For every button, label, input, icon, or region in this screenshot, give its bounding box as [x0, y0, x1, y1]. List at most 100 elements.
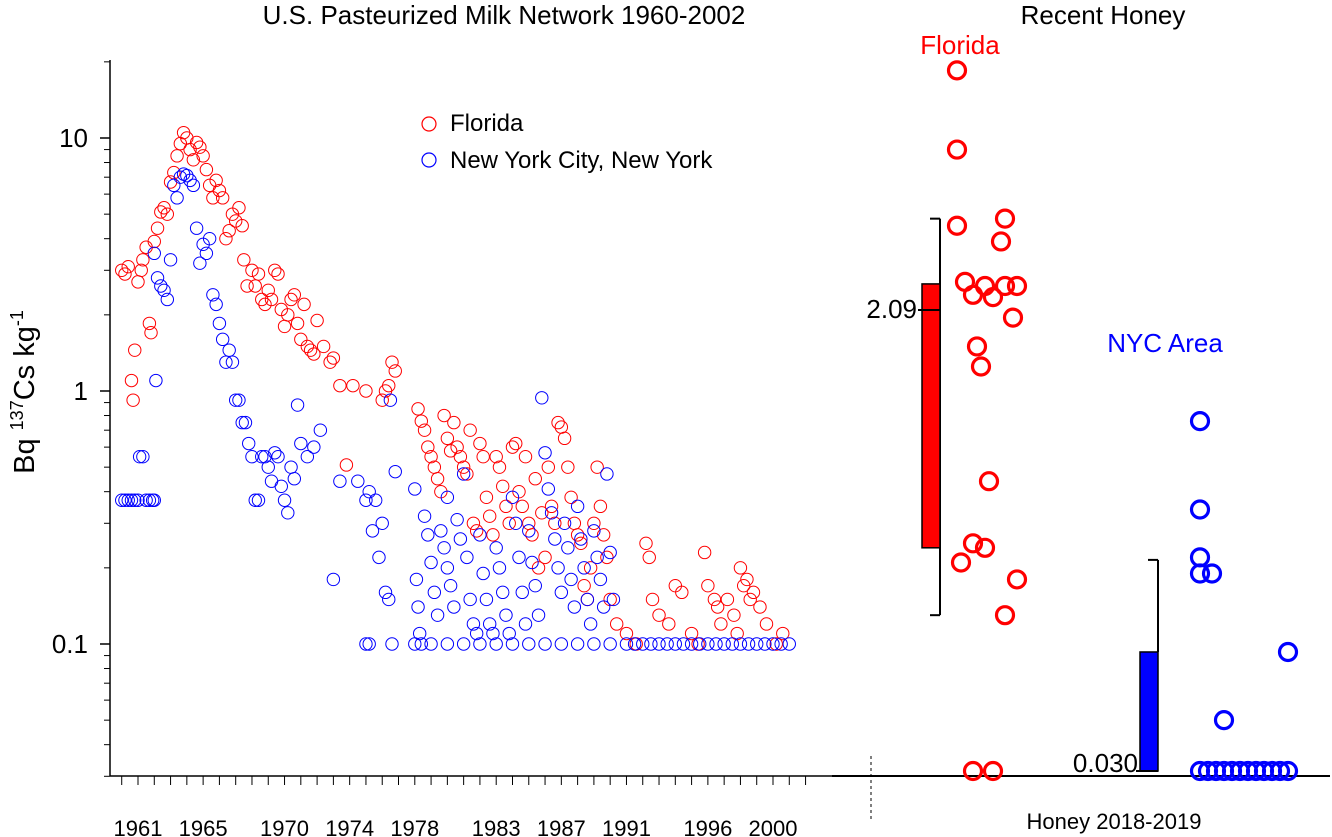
- milk-point-nyc: [440, 637, 455, 651]
- milk-point-nyc: [326, 572, 341, 587]
- milk-point-florida: [753, 600, 767, 614]
- milk-point-nyc: [232, 393, 246, 407]
- milk-point-nyc: [424, 637, 438, 651]
- milk-point-nyc: [351, 474, 365, 488]
- milk-point-nyc: [701, 637, 715, 651]
- milk-point-florida: [339, 458, 354, 472]
- milk-point-nyc: [136, 449, 150, 464]
- milk-point-nyc: [509, 516, 523, 530]
- honey-point-nyc: [1189, 411, 1211, 432]
- milk-point-nyc: [251, 493, 266, 507]
- milk-point-florida: [115, 263, 129, 277]
- honey-point-nyc: [1277, 641, 1299, 663]
- milk-point-nyc: [290, 398, 305, 412]
- honey-point-florida: [970, 356, 992, 377]
- milk-point-nyc: [557, 516, 572, 530]
- honey-points: [946, 60, 1299, 782]
- milk-point-florida: [142, 316, 157, 331]
- legend-label-florida: Florida: [450, 110, 524, 137]
- milk-point-nyc: [362, 637, 376, 651]
- milk-point-nyc: [587, 637, 601, 651]
- milk-point-nyc: [440, 561, 455, 575]
- milk-point-nyc: [333, 474, 347, 488]
- legend: Florida New York City, New York: [421, 110, 713, 174]
- milk-point-florida: [294, 332, 308, 347]
- milk-point-florida: [479, 490, 494, 505]
- honey-x-label: Honey 2018-2019: [1027, 809, 1202, 834]
- legend-marker-florida: [421, 116, 437, 132]
- milk-point-nyc: [411, 600, 425, 614]
- milk-point-nyc: [139, 493, 153, 507]
- milk-point-nyc: [193, 256, 207, 270]
- milk-point-nyc: [209, 297, 223, 312]
- milk-point-florida: [736, 578, 751, 593]
- milk-point-florida: [587, 516, 601, 530]
- milk-point-florida: [567, 516, 582, 530]
- milk-point-nyc: [502, 626, 516, 641]
- milk-point-nyc: [709, 637, 723, 651]
- milk-point-florida: [255, 292, 269, 307]
- x-tick-label: 1987: [537, 816, 586, 837]
- milk-point-nyc: [627, 637, 642, 651]
- milk-point-florida: [277, 319, 292, 334]
- milk-point-nyc: [482, 617, 497, 631]
- milk-point-nyc: [421, 528, 435, 542]
- milk-point-florida: [447, 415, 461, 430]
- milk-point-nyc: [417, 509, 432, 523]
- milk-point-florida: [662, 617, 676, 631]
- milk-point-florida: [421, 440, 435, 454]
- ylabel-sup2: -1: [7, 310, 27, 326]
- milk-point-florida: [590, 460, 604, 474]
- milk-point-florida: [136, 253, 150, 267]
- milk-point-nyc: [600, 467, 614, 481]
- milk-point-nyc: [365, 524, 380, 538]
- milk-point-nyc: [281, 506, 295, 520]
- honey-point-florida: [982, 287, 1004, 308]
- milk-point-florida: [645, 592, 660, 607]
- milk-point-florida: [411, 402, 425, 416]
- milk-point-florida: [440, 431, 455, 446]
- milk-point-nyc: [215, 332, 230, 347]
- milk-point-florida: [684, 626, 699, 641]
- x-ticks: 1961 1965 1970 1974 1978 1983 1987 1991 1996 2000: [114, 776, 807, 837]
- honey-point-florida: [994, 208, 1016, 229]
- milk-point-florida: [561, 460, 575, 474]
- milk-point-nyc: [154, 279, 168, 293]
- milk-point-florida: [759, 617, 774, 631]
- milk-point-florida: [460, 467, 474, 481]
- milk-point-nyc: [443, 578, 458, 593]
- honey-point-florida: [974, 537, 996, 558]
- milk-point-nyc: [505, 637, 520, 651]
- milk-point-nyc: [313, 423, 328, 437]
- milk-point-florida: [570, 528, 585, 542]
- milk-point-florida: [134, 263, 148, 277]
- milk-point-nyc: [118, 493, 132, 507]
- florida-median-label: 2.09: [866, 294, 917, 324]
- milk-point-florida: [652, 608, 666, 622]
- milk-point-florida: [212, 183, 227, 198]
- milk-point-nyc: [505, 490, 520, 505]
- y-tick-label: 10: [59, 123, 88, 153]
- milk-point-nyc: [717, 637, 731, 651]
- milk-point-nyc: [460, 550, 474, 565]
- milk-point-nyc: [561, 541, 575, 555]
- milk-point-nyc: [473, 637, 487, 651]
- milk-point-florida: [486, 528, 500, 542]
- milk-point-florida: [382, 378, 396, 393]
- milk-point-florida: [505, 440, 520, 454]
- milk-point-nyc: [668, 637, 683, 651]
- milk-point-florida: [548, 516, 562, 530]
- milk-point-nyc: [522, 637, 536, 651]
- milk-point-nyc: [235, 415, 249, 430]
- honey-point-nyc: [1201, 563, 1223, 584]
- honey-florida-label: Florida: [920, 30, 1000, 60]
- milk-point-florida: [245, 263, 259, 277]
- milk-point-nyc: [476, 566, 490, 581]
- milk-point-florida: [769, 637, 783, 651]
- milk-point-florida: [525, 528, 539, 542]
- milk-point-florida: [720, 592, 735, 607]
- milk-point-nyc: [225, 355, 240, 369]
- milk-point-florida: [206, 191, 220, 205]
- milk-point-florida: [430, 472, 445, 486]
- milk-point-florida: [147, 234, 161, 249]
